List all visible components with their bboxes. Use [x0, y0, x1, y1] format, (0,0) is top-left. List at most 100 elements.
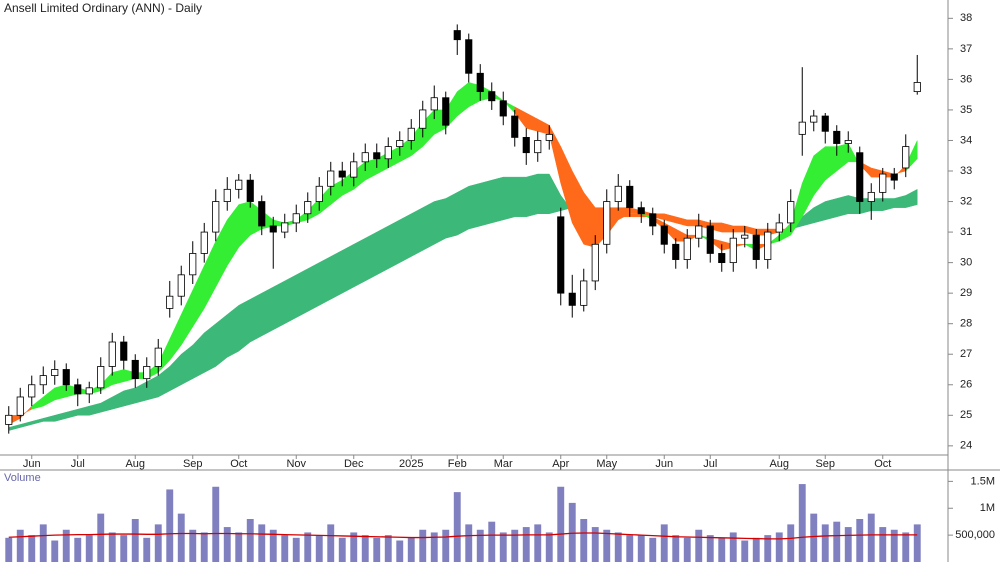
candle-body	[879, 173, 887, 193]
candle-body	[200, 231, 208, 254]
candle-body	[787, 201, 795, 224]
candle-body	[258, 201, 266, 227]
volume-title: Volume	[4, 472, 41, 484]
volume-bar	[545, 532, 553, 562]
candle-body	[695, 225, 703, 239]
candle-body	[833, 130, 841, 144]
candle-body	[890, 173, 898, 181]
volume-bar	[810, 513, 818, 562]
candle-body	[235, 179, 243, 190]
price-panel: 24 25 26 27 28 29 30 31 32 33 34 35 36 37 38 Jun Jul Aug S…	[5, 12, 972, 470]
volume-bar	[62, 529, 70, 562]
ribbon-segment	[215, 314, 228, 367]
volume-bar	[304, 532, 312, 562]
chart-title: Ansell Limited Ordinary (ANN) - Daily	[4, 1, 202, 15]
y-tick-label: 30	[960, 257, 972, 269]
candle-body	[442, 97, 450, 126]
volume-bar	[453, 492, 461, 562]
volume-bar	[879, 527, 887, 562]
candle-body	[120, 341, 128, 361]
ribbon-segment	[445, 191, 458, 239]
x-tick-label: Aug	[769, 458, 789, 470]
ribbon-segment	[503, 176, 515, 221]
candle-body	[649, 213, 657, 227]
candle-body	[913, 82, 921, 93]
volume-bar	[637, 535, 645, 562]
x-tick-label: Feb	[448, 458, 467, 470]
volume-bar	[361, 535, 369, 562]
volume-bar	[741, 540, 749, 562]
volume-bar	[396, 540, 404, 562]
ribbon-segment	[836, 195, 849, 218]
candle-body	[511, 115, 519, 138]
y-tick-label: 33	[960, 165, 972, 177]
x-tick-label: Mar	[494, 458, 513, 470]
volume-bar	[212, 486, 220, 562]
candle-body	[361, 152, 369, 163]
ribbon-segment	[457, 185, 469, 236]
candle-body	[672, 243, 680, 260]
volume-bar	[672, 535, 680, 562]
ribbon-segment	[261, 286, 274, 337]
x-tick-label: Dec	[344, 458, 364, 470]
y-tick-label: 500,000	[955, 529, 995, 541]
volume-bar	[683, 537, 691, 562]
x-tick-label: 2025	[399, 458, 423, 470]
volume-bar	[856, 519, 864, 562]
volume-bar	[902, 532, 910, 562]
volume-bar	[281, 535, 289, 562]
volume-bar	[534, 524, 542, 562]
volume-bar	[775, 532, 783, 562]
candle-body	[683, 237, 691, 260]
y-tick-label: 32	[960, 195, 972, 207]
ribbon-segment	[468, 182, 481, 230]
ribbon-segment	[238, 298, 251, 352]
candle-body	[729, 237, 737, 264]
candle-body	[660, 225, 668, 245]
x-tick-label: Jun	[655, 458, 673, 470]
x-tick-label: Aug	[125, 458, 145, 470]
volume-bar	[246, 519, 254, 562]
x-tick-label: May	[596, 458, 617, 470]
ribbon-segment	[514, 176, 527, 218]
candle-body	[407, 127, 415, 141]
candle-body	[591, 243, 599, 282]
volume-bar	[568, 502, 576, 562]
ribbon-segment	[296, 268, 308, 318]
volume-bar	[373, 537, 381, 562]
x-tick-label: Oct	[230, 458, 247, 470]
volume-bar	[752, 537, 760, 562]
x-tick-label: Apr	[552, 458, 569, 470]
x-tick-label: Sep	[815, 458, 835, 470]
volume-bar	[154, 524, 162, 562]
y-tick-label: 38	[960, 12, 972, 24]
y-tick-label: 29	[960, 287, 972, 299]
candle-body	[764, 231, 772, 260]
volume-bar	[764, 535, 772, 562]
volume-bar	[430, 532, 438, 562]
x-tick-label: Sep	[183, 458, 203, 470]
volume-bar	[384, 535, 392, 562]
candle-body	[867, 191, 875, 202]
candle-body	[177, 274, 185, 297]
volume-bar	[557, 486, 565, 562]
ribbon-segment	[905, 188, 918, 208]
volume-bar	[511, 529, 519, 562]
volume-bar	[350, 532, 358, 562]
ribbon-segment	[123, 387, 136, 407]
ribbon-segment	[342, 243, 354, 294]
volume-bar	[465, 524, 473, 562]
volume-bar	[5, 537, 13, 562]
volume-bar	[626, 535, 634, 562]
candle-body	[522, 137, 530, 154]
candle-body	[741, 234, 749, 239]
candle-body	[798, 121, 806, 135]
candle-body	[246, 179, 254, 202]
candle-body	[718, 253, 726, 264]
volume-bar	[718, 537, 726, 562]
volume-bar	[706, 535, 714, 562]
volume-bar	[787, 524, 795, 562]
volume-bar	[143, 537, 151, 562]
volume-bar	[120, 535, 128, 562]
